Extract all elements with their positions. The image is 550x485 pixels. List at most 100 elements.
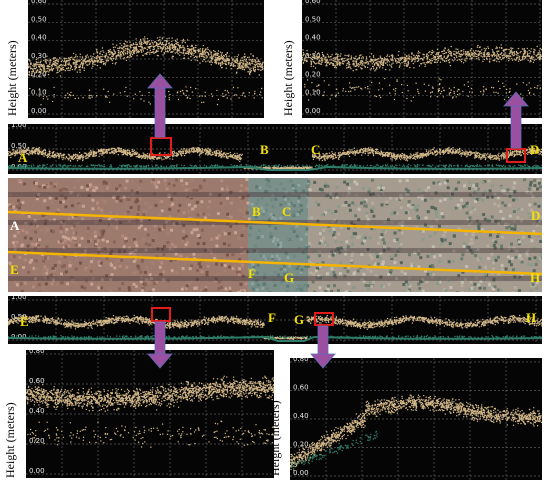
point — [376, 66, 378, 69]
point — [116, 44, 118, 46]
point — [373, 64, 376, 66]
point — [287, 166, 289, 169]
point — [267, 167, 270, 169]
point — [450, 164, 452, 167]
point — [273, 167, 276, 169]
point — [190, 55, 192, 58]
point — [171, 46, 173, 49]
point — [482, 86, 485, 88]
point — [124, 48, 127, 50]
point — [437, 90, 440, 93]
point — [434, 150, 436, 152]
point — [210, 53, 212, 55]
point — [501, 55, 504, 57]
point — [188, 49, 191, 51]
upper-transect-strip: 1.00 0.50 0.00 — [8, 124, 542, 174]
point — [63, 61, 65, 63]
point — [394, 159, 397, 161]
point — [159, 41, 162, 43]
point — [327, 61, 330, 63]
point — [211, 58, 213, 61]
point — [44, 153, 46, 155]
point — [528, 93, 531, 95]
point — [66, 60, 68, 63]
point — [246, 61, 249, 64]
point — [477, 44, 479, 47]
point — [30, 74, 33, 77]
point — [373, 68, 375, 70]
point — [32, 150, 34, 153]
point — [416, 60, 419, 63]
point — [82, 97, 84, 99]
point — [371, 81, 373, 84]
point — [459, 93, 461, 95]
point — [102, 61, 105, 63]
point — [72, 94, 75, 97]
point — [46, 156, 49, 159]
point — [149, 51, 151, 53]
point — [8, 154, 10, 157]
point — [101, 60, 103, 63]
point — [312, 60, 315, 63]
point — [431, 51, 433, 54]
point — [88, 153, 90, 155]
point — [36, 63, 38, 66]
point — [175, 42, 177, 45]
point — [177, 91, 179, 93]
point — [82, 159, 84, 162]
point — [280, 167, 282, 169]
point — [417, 60, 420, 62]
point — [358, 64, 360, 66]
point — [312, 54, 315, 56]
point — [495, 46, 498, 48]
point — [494, 157, 496, 160]
point — [217, 98, 220, 101]
point — [399, 164, 401, 166]
point — [431, 57, 433, 60]
point — [335, 62, 337, 64]
point — [31, 149, 33, 151]
point — [498, 157, 500, 160]
point — [531, 152, 533, 154]
point — [241, 68, 244, 70]
point — [521, 57, 524, 59]
point — [439, 150, 442, 152]
point — [488, 51, 490, 54]
point — [106, 58, 108, 60]
point — [171, 158, 174, 160]
point — [404, 65, 406, 67]
point — [346, 64, 348, 67]
point — [41, 152, 44, 154]
point — [91, 67, 93, 69]
point — [38, 95, 40, 97]
point — [456, 56, 458, 58]
point — [360, 61, 363, 63]
point — [245, 66, 247, 69]
point — [328, 84, 330, 86]
point — [173, 155, 175, 157]
point — [379, 55, 381, 57]
point — [42, 98, 45, 100]
point — [351, 149, 353, 151]
point — [262, 68, 264, 70]
point — [157, 98, 159, 100]
point — [414, 59, 416, 61]
point — [34, 152, 37, 155]
point — [38, 153, 40, 156]
point — [70, 66, 73, 68]
point — [409, 153, 412, 155]
point — [206, 56, 209, 58]
point — [448, 58, 450, 61]
point — [533, 50, 535, 53]
point — [173, 153, 175, 155]
point — [30, 153, 32, 155]
point — [316, 85, 318, 87]
point — [176, 49, 178, 51]
point — [120, 149, 122, 151]
point — [520, 50, 522, 53]
point — [156, 157, 159, 160]
point — [472, 152, 474, 154]
point — [122, 46, 125, 48]
point — [302, 54, 305, 56]
point — [193, 47, 195, 49]
